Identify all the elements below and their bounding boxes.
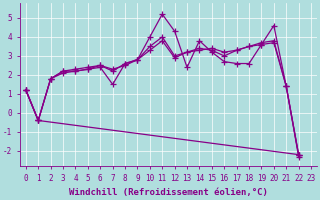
X-axis label: Windchill (Refroidissement éolien,°C): Windchill (Refroidissement éolien,°C) — [69, 188, 268, 197]
